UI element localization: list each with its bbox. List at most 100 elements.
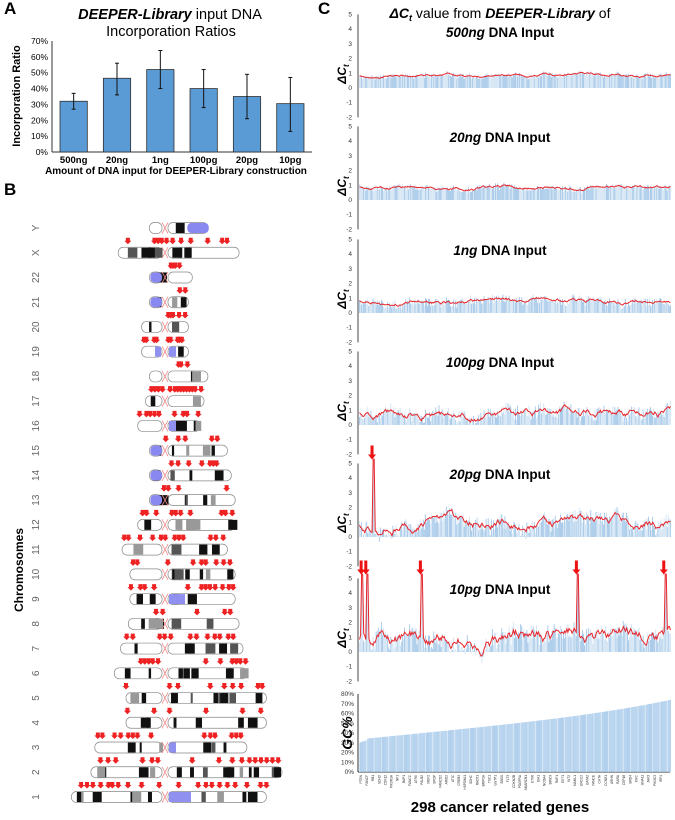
gene-bar [501,297,503,313]
gene-label: CDKN2B [512,775,516,788]
gene-bar [618,412,620,425]
gc-bar [480,727,482,772]
band [240,668,249,679]
gene-bar [637,410,639,425]
gene-bar [628,303,629,313]
gene-bar [499,519,501,537]
gene-bar [613,302,615,313]
gene-bar [436,516,438,537]
gene-marker-arrow [184,584,192,591]
gene-bar [565,305,567,313]
gene-bar [359,521,360,537]
gene-bar [665,301,667,313]
centromere [161,444,169,457]
gene-bar [392,187,394,200]
gene-bar [549,185,551,200]
gene-bar [562,406,563,425]
gc-bar [627,707,628,772]
gene-label: PALB2 [420,775,424,785]
band [78,792,82,802]
heterochromatin-block [150,470,162,481]
gene-marker-arrow [137,658,145,665]
gene-marker-arrow [89,782,97,789]
y-tick-label: 4 [348,251,352,258]
gc-bar [488,726,490,772]
gc-bar [667,700,669,772]
gc-bar [650,703,651,772]
band [172,297,178,308]
gene-bar [565,521,567,537]
gene-bar [632,636,634,652]
gene-bar [587,185,589,200]
gene-bar [505,75,507,88]
gene-bar [617,406,619,425]
gene-bar [483,652,485,653]
gene-marker-arrow [221,509,229,517]
gene-bar [496,520,497,537]
gene-bar [507,403,509,425]
band [203,495,208,506]
band [227,767,235,778]
gene-bar [370,79,372,88]
gene-bar [518,75,519,88]
gene-bar [411,304,413,313]
gene-bar [444,75,446,88]
gene-bar [410,184,412,200]
gene-bar [394,299,396,313]
gc-bar [662,701,664,772]
gc-bar [362,741,364,772]
gene-bar [388,74,390,88]
gene-bar [409,297,411,313]
gene-marker-arrow [216,658,224,665]
x-tick-label-20ng: 20ng [106,155,128,166]
gene-bar [611,636,613,652]
gene-bar [530,75,532,88]
gene-bar [627,627,628,652]
gene-bar [590,70,592,88]
gene-bar [643,74,645,88]
gene-bar [454,307,456,313]
gc-bar [596,712,598,772]
gene-bar [395,308,397,313]
gc-bar [476,727,478,772]
gene-bar [606,305,607,313]
gene-bar [667,185,669,200]
gene-bar [486,185,488,200]
gene-bar [597,512,599,537]
gene-bar [518,524,519,537]
gene-bar [360,637,361,652]
gene-bar [658,302,660,313]
gene-marker-arrow [186,509,194,517]
band [195,420,202,431]
gc-bar [669,699,671,772]
band [190,693,193,704]
gene-label: HSPD8A1 [463,775,467,790]
gene-bar [417,418,419,425]
gene-bar [639,301,641,313]
gene-bar [577,71,579,88]
gene-marker-arrow [229,633,237,641]
gene-bar [451,644,452,652]
gene-bar [396,77,398,88]
gc-bar [617,709,619,772]
gene-bar [394,185,396,200]
gene-marker-arrow [192,633,200,641]
gene-bar [457,637,459,652]
gene-bar [415,628,417,652]
gene-bar [662,627,664,652]
gene-bar [458,410,460,425]
gc-bar [495,725,496,772]
chart-a-title-italic: DEEPER-Library [78,7,193,23]
gene-bar [440,307,442,313]
gc-y-tick-label: 40% [341,730,354,737]
gene-bar [599,72,601,88]
gene-bar [536,525,538,537]
gene-bar [642,189,644,200]
gene-bar [457,421,459,425]
gene-bar [420,578,422,652]
gene-bar [584,300,585,313]
gc-bar [513,723,515,772]
gene-bar [369,76,371,88]
gene-bar [501,628,503,652]
gene-bar [520,624,522,652]
